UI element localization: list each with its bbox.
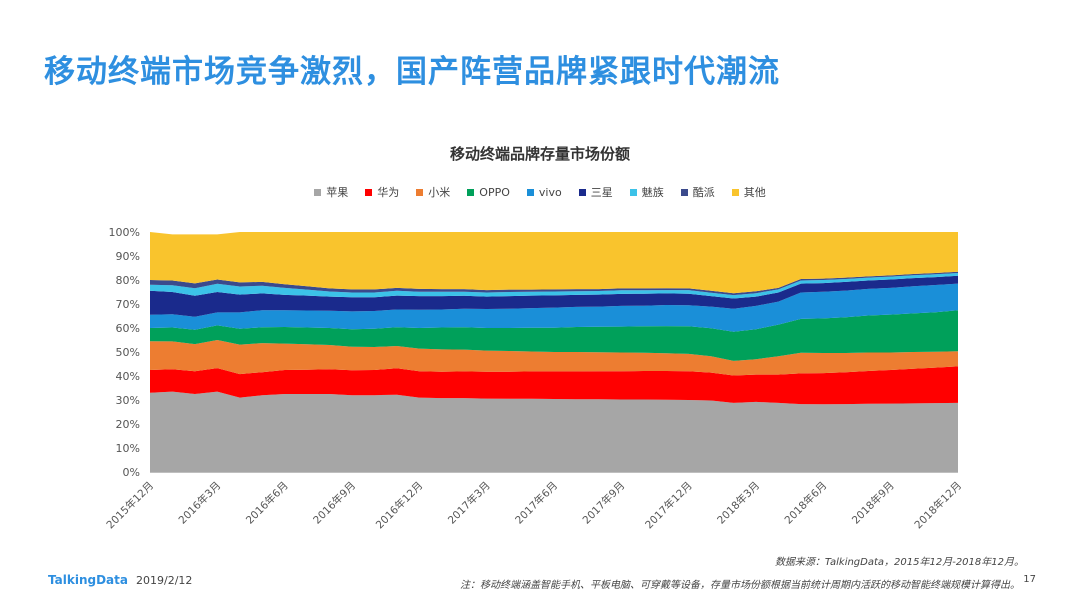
chart-title: 移动终端品牌存量市场份额 <box>449 145 630 163</box>
legend-swatch <box>629 188 637 196</box>
y-tick-label: 60% <box>116 322 140 335</box>
y-tick-label: 100% <box>109 226 140 239</box>
legend-label: 三星 <box>590 186 613 199</box>
legend-label: vivo <box>538 185 562 199</box>
legend-label: 华为 <box>377 186 400 199</box>
legend-swatch <box>680 188 688 196</box>
area-series-3 <box>150 310 958 361</box>
x-tick-label: 2017年6月 <box>512 479 560 527</box>
area-series-6 <box>150 273 958 299</box>
footnote: 注：移动终端涵盖智能手机、平板电脑、可穿戴等设备，存量市场份额根据当前统计周期内… <box>460 580 1020 591</box>
x-tick-label: 2015年12月 <box>104 479 156 531</box>
x-tick-label: 2018年6月 <box>782 479 830 527</box>
x-tick-label: 2016年6月 <box>243 479 291 527</box>
legend-swatch <box>578 188 586 196</box>
legend-swatch <box>365 188 373 196</box>
legend-item: OPPO <box>467 184 510 200</box>
legend-label: 苹果 <box>326 186 349 199</box>
legend-item: 其他 <box>731 184 766 200</box>
legend-item: vivo <box>526 184 562 200</box>
legend-item: 小米 <box>416 184 450 200</box>
legend-item: 魅族 <box>629 184 664 200</box>
area-series-2 <box>150 340 958 376</box>
x-tick-label: 2017年9月 <box>580 479 628 527</box>
brand-logo-text: TalkingData <box>48 573 128 587</box>
data-source-note: 数据来源：TalkingData，2015年12月-2018年12月。 <box>774 557 1024 568</box>
legend-label: 小米 <box>428 186 451 199</box>
y-tick-label: 20% <box>116 418 140 431</box>
legend-label: 魅族 <box>641 186 664 199</box>
legend-item: 苹果 <box>314 184 348 200</box>
x-tick-label: 2016年12月 <box>373 479 425 531</box>
y-tick-label: 30% <box>116 394 140 407</box>
area-series-5 <box>150 275 958 317</box>
legend-swatch <box>416 188 424 196</box>
y-tick-label: 50% <box>116 346 140 359</box>
y-tick-label: 40% <box>116 370 140 383</box>
y-tick-label: 70% <box>116 298 140 311</box>
legend-item: 酷派 <box>680 184 715 200</box>
legend-label: 其他 <box>743 186 766 199</box>
y-tick-label: 80% <box>116 274 140 287</box>
legend-swatch <box>526 188 534 196</box>
legend-label: OPPO <box>479 185 510 199</box>
page-headline: 移动终端市场竞争激烈，国产阵营品牌紧跟时代潮流 <box>44 54 780 90</box>
y-tick-label: 90% <box>116 250 140 263</box>
y-tick-label: 0% <box>123 466 140 479</box>
footer-date: 2019/2/12 <box>136 574 193 587</box>
area-series-8 <box>150 232 958 294</box>
x-tick-label: 2017年3月 <box>445 479 493 527</box>
x-tick-label: 2018年3月 <box>714 479 762 527</box>
legend-swatch <box>314 188 322 196</box>
legend-item: 华为 <box>365 184 399 200</box>
x-tick-label: 2018年12月 <box>912 479 964 531</box>
x-tick-label: 2016年3月 <box>176 479 224 527</box>
legend-swatch <box>731 188 739 196</box>
y-tick-label: 10% <box>116 442 140 455</box>
page-number: 17 <box>1023 574 1036 585</box>
area-series-7 <box>150 271 958 296</box>
legend-label: 酷派 <box>692 186 715 199</box>
area-series-1 <box>150 366 958 405</box>
stacked-area-chart: 0% 10% 20% 30% 40% 50% 60% 70% 80% 90% 100% 2015年12… <box>104 226 964 531</box>
x-tick-label: 2016年9月 <box>310 479 358 527</box>
x-tick-label: 2018年9月 <box>849 479 897 527</box>
area-series-4 <box>150 283 958 332</box>
area-series-0 <box>150 391 958 472</box>
legend-swatch <box>467 188 475 196</box>
legend-item: 三星 <box>578 184 613 200</box>
x-tick-label: 2017年12月 <box>642 479 694 531</box>
chart-legend: 苹果 华为 小米 OPPO vivo 三星 魅族 酷派 其他 <box>0 184 1080 200</box>
